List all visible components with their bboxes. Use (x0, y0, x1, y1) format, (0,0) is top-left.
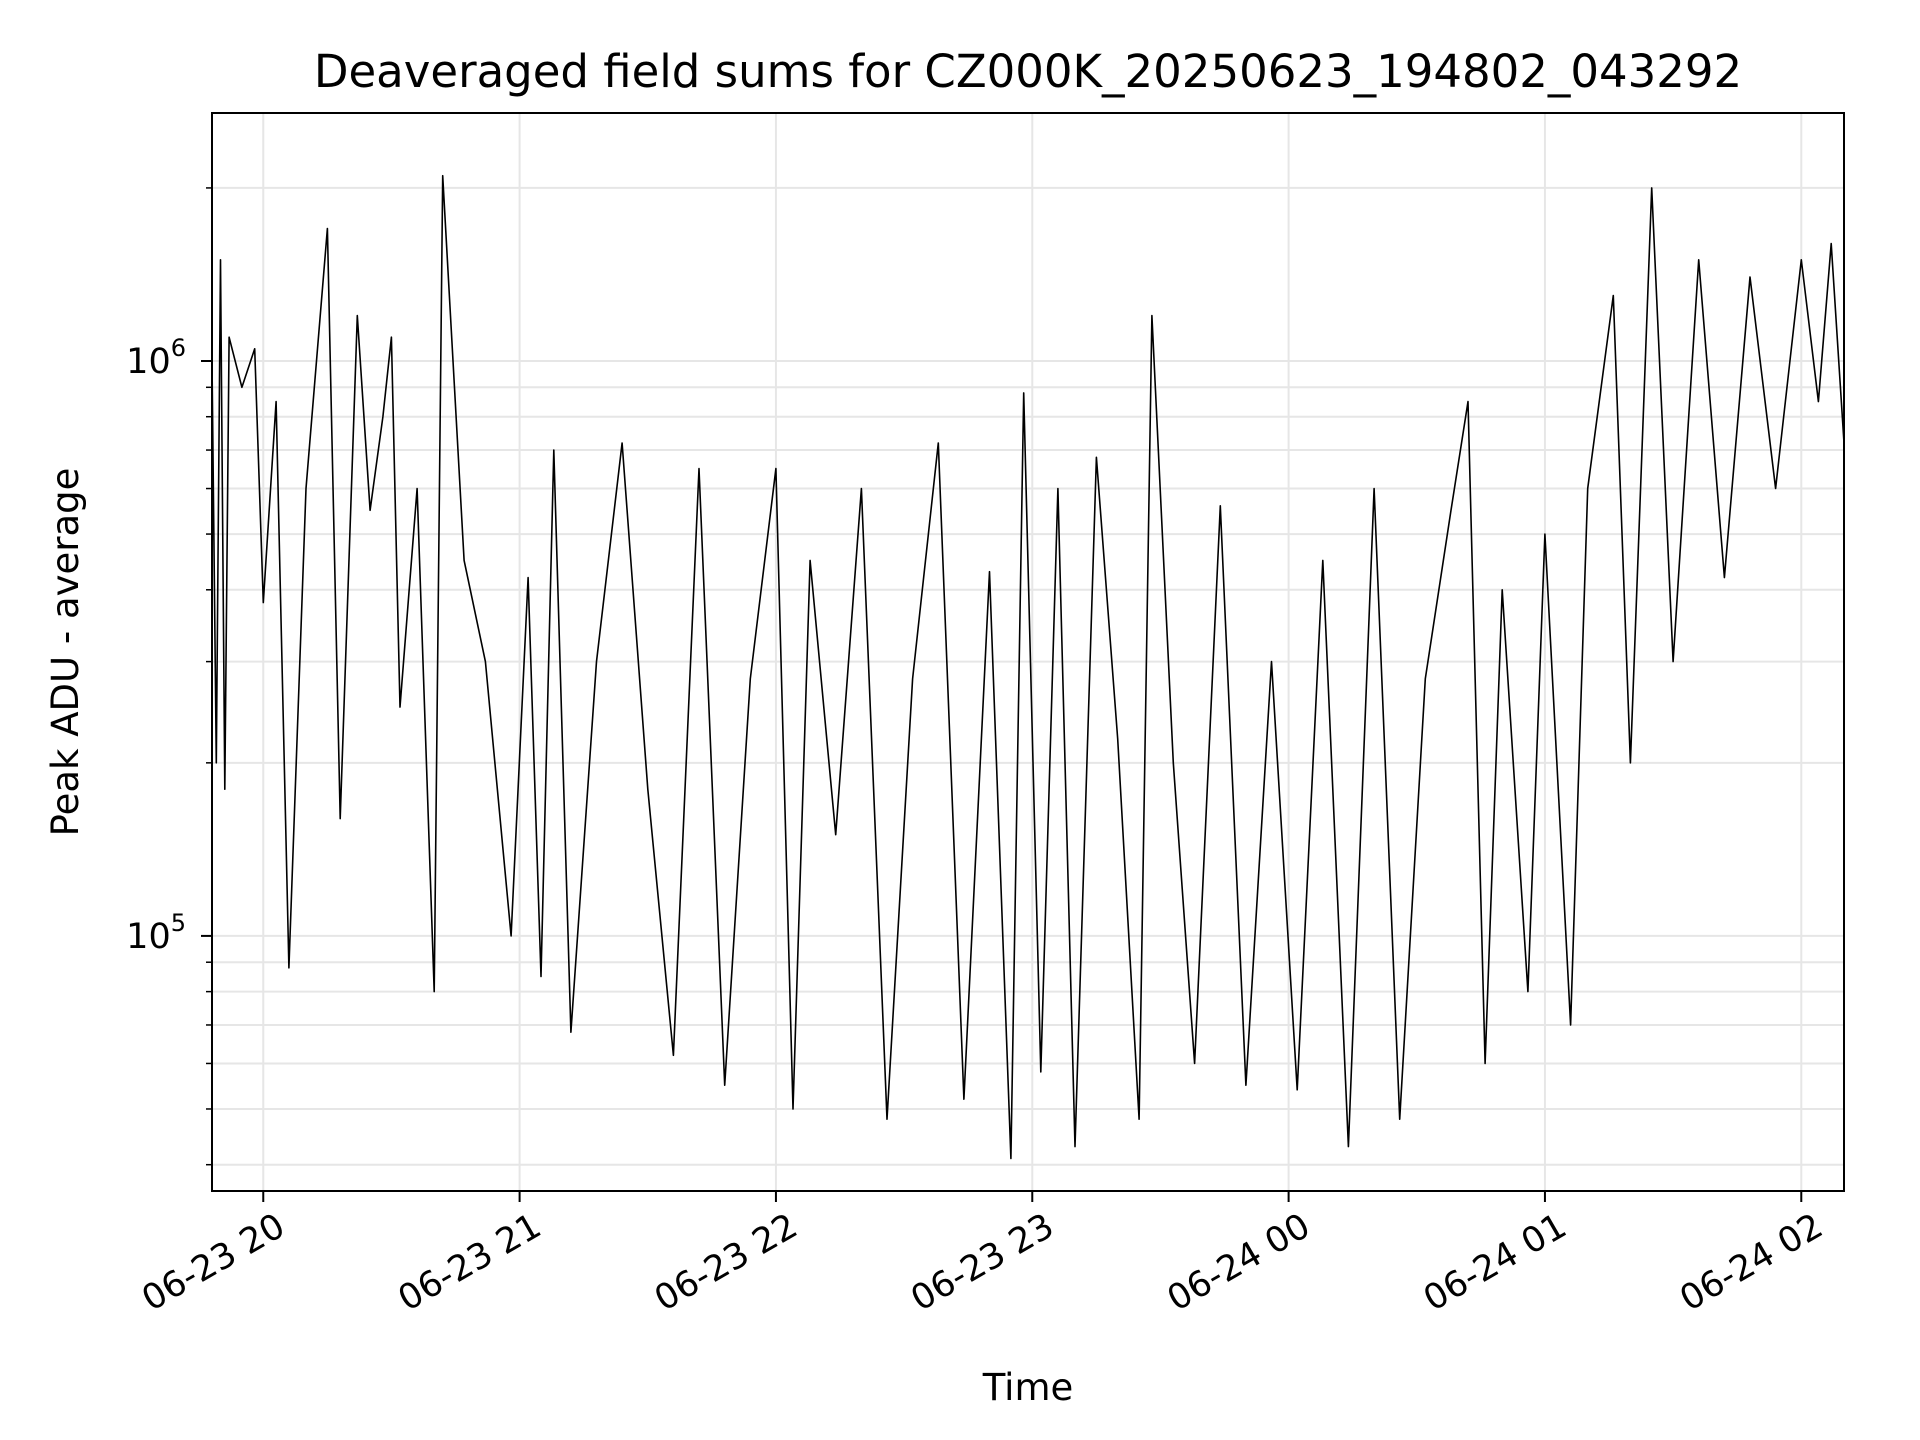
y-axis-ticks: 105 106 (126, 187, 212, 1166)
chart-title: Deaveraged field sums for CZ000K_2025062… (314, 45, 1742, 98)
series-line (211, 174, 1845, 1160)
series-layer (211, 174, 1845, 1160)
x-gridlines (262, 113, 1803, 1191)
y-axis-label: Peak ADU - average (44, 468, 87, 837)
y-tick-label: 105 (126, 909, 186, 957)
x-axis-label: Time (982, 1366, 1074, 1409)
plot-frame (211, 112, 1845, 1192)
y-tick-label: 106 (126, 334, 186, 382)
